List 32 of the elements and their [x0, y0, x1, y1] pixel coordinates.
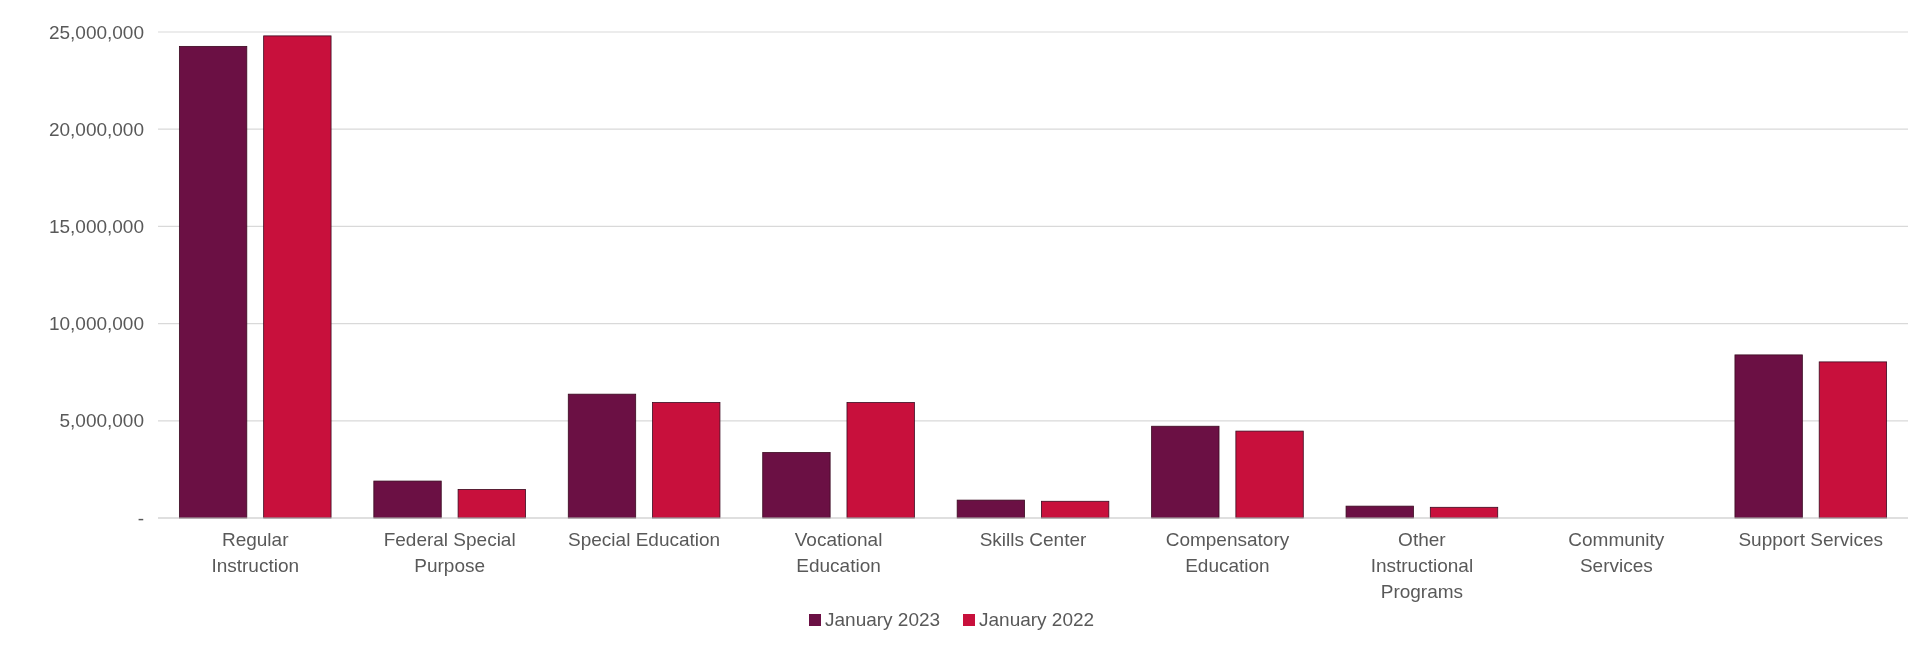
x-tick-label: Skills Center [979, 529, 1087, 550]
x-tick-label: Other Instructional Programs [1370, 529, 1474, 602]
x-tick-label: Federal Special Purpose [383, 529, 516, 576]
bar [1818, 361, 1888, 519]
y-tick-label: 25,000,000 [48, 21, 144, 43]
bar [1734, 354, 1803, 519]
x-tick-label: Vocational Education [794, 529, 883, 576]
y-tick-label: 10,000,000 [48, 313, 144, 335]
bar [1041, 500, 1110, 519]
x-tick-label: Community Services [1568, 529, 1665, 576]
bar [373, 480, 442, 519]
bar [567, 393, 637, 519]
y-tick-label: 15,000,000 [48, 216, 144, 238]
bar [956, 499, 1025, 519]
legend-label: January 2022 [979, 609, 1095, 630]
bar [457, 489, 526, 519]
bar [1235, 430, 1304, 519]
x-tick-label: Compensatory Education [1165, 529, 1290, 576]
bar [652, 402, 721, 519]
bar [1345, 505, 1414, 519]
x-tick-label: Special Education [568, 529, 721, 550]
bar [263, 35, 332, 519]
bar [846, 402, 915, 519]
bar [1151, 425, 1220, 519]
x-tick-label: Regular Instruction [211, 529, 300, 576]
y-tick-label: 5,000,000 [59, 410, 144, 432]
y-tick-label: - [137, 507, 144, 529]
x-tick-label: Support Services [1738, 529, 1884, 550]
y-tick-label: 20,000,000 [48, 118, 144, 140]
legend-label: January 2023 [825, 609, 941, 630]
bar [762, 452, 831, 519]
bar [178, 45, 248, 519]
